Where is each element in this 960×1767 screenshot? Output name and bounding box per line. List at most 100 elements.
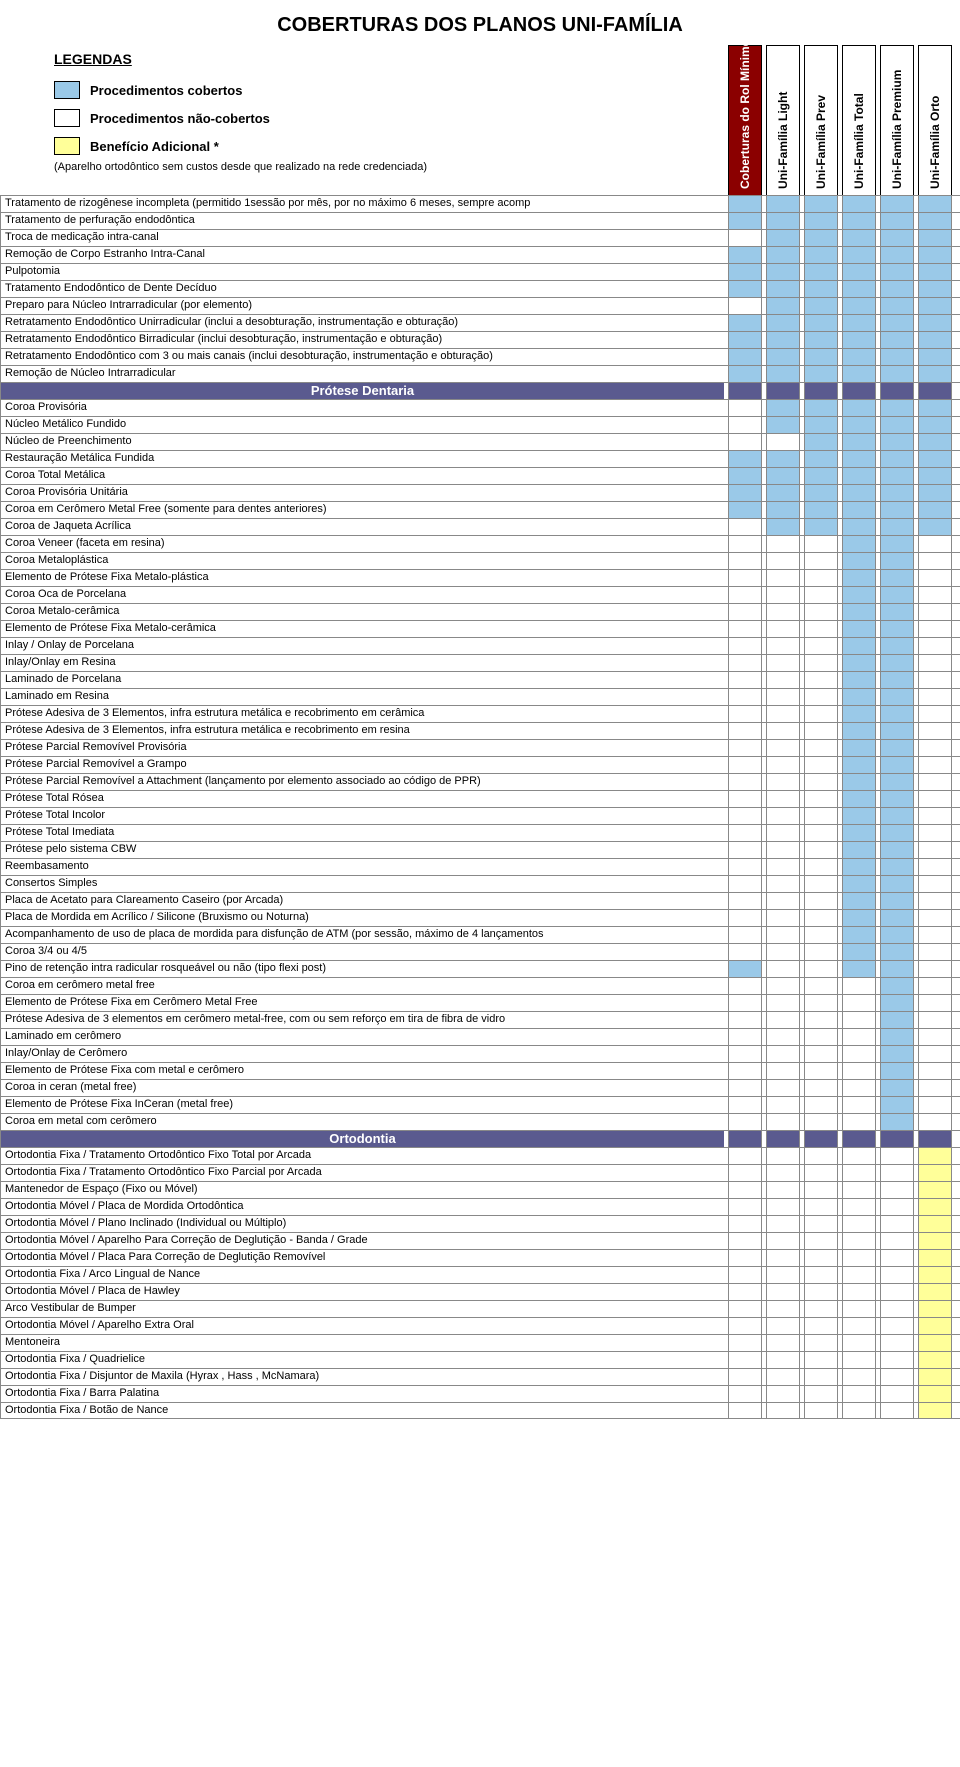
coverage-cell [766,910,800,926]
page-title: COBERTURAS DOS PLANOS UNI-FAMÍLIA [0,0,960,45]
table-row: Coroa em Cerômero Metal Free (somente pa… [0,501,960,518]
coverage-cell [766,1216,800,1232]
table-row: Arco Vestibular de Bumper [0,1300,960,1317]
cells-wrap [724,366,960,382]
coverage-cell [918,604,952,620]
coverage-cell [918,400,952,416]
coverage-cell [842,485,876,501]
coverage-cell [880,1318,914,1334]
cells-wrap [724,876,960,892]
table-row: Remoção de Núcleo Intrarradicular [0,365,960,382]
coverage-cell [728,213,762,229]
row-label: Inlay/Onlay em Resina [0,655,724,671]
page: COBERTURAS DOS PLANOS UNI-FAMÍLIA LEGEND… [0,0,960,1419]
coverage-cell [728,825,762,841]
coverage-cell [918,1080,952,1096]
coverage-cell [804,978,838,994]
coverage-cell [918,842,952,858]
coverage-cell [842,349,876,365]
coverage-cell [842,995,876,1011]
coverage-cell [728,1352,762,1368]
coverage-cell [880,264,914,280]
coverage-cell [842,1029,876,1045]
row-label: Troca de medicação intra-canal [0,230,724,246]
coverage-cell [842,1114,876,1130]
legend-title: LEGENDAS [54,51,724,67]
coverage-cell [728,1046,762,1062]
coverage-cell [766,1182,800,1198]
coverage-cell [728,842,762,858]
coverage-cell [918,1199,952,1215]
row-label: Ortodontia Fixa / Botão de Nance [0,1403,724,1418]
coverage-cell [804,1063,838,1079]
cells-wrap [724,706,960,722]
coverage-cell [728,502,762,518]
coverage-cell [804,468,838,484]
row-label: Coroa Total Metálica [0,468,724,484]
row-label: Placa de Mordida em Acrílico / Silicone … [0,910,724,926]
coverage-cell [766,1165,800,1181]
coverage-cell [728,1063,762,1079]
cells-wrap [724,655,960,671]
coverage-cell [766,366,800,382]
coverage-cell [842,1318,876,1334]
legend-label: Benefício Adicional * [90,139,219,154]
coverage-cell [880,859,914,875]
table-row: Ortodontia Móvel / Aparelho Extra Oral [0,1317,960,1334]
cells-wrap [724,502,960,518]
cells-wrap [724,196,960,212]
coverage-cell [728,1131,762,1147]
coverage-cell [728,349,762,365]
coverage-cell [728,1012,762,1028]
coverage-cell [804,1318,838,1334]
row-label: Ortodontia Móvel / Placa de Hawley [0,1284,724,1300]
cells-wrap [724,1114,960,1130]
coverage-cell [842,247,876,263]
cells-wrap [724,808,960,824]
row-label: Elemento de Prótese Fixa Metalo-plástica [0,570,724,586]
coverage-cell [804,1233,838,1249]
coverage-cell [728,451,762,467]
coverage-cell [766,1403,800,1418]
row-label: Coroa em metal com cerômero [0,1114,724,1130]
table-row: Elemento de Prótese Fixa InCeran (metal … [0,1096,960,1113]
coverage-cell [804,1369,838,1385]
coverage-cell [842,1335,876,1351]
coverage-cell [842,553,876,569]
coverage-cell [842,774,876,790]
table-row: Ortodontia Fixa / Botão de Nance [0,1402,960,1419]
coverage-cell [804,774,838,790]
coverage-cell [728,366,762,382]
table-row: Remoção de Corpo Estranho Intra-Canal [0,246,960,263]
row-label: Mantenedor de Espaço (Fixo ou Móvel) [0,1182,724,1198]
coverage-cell [880,1199,914,1215]
table-row: Elemento de Prótese Fixa em Cerômero Met… [0,994,960,1011]
table-row: Tratamento de rizogênese incompleta (per… [0,195,960,212]
coverage-cell [880,893,914,909]
coverage-cell [842,383,876,399]
coverage-cell [880,570,914,586]
row-label: Prótese Dentaria [0,383,724,399]
coverage-cell [880,1369,914,1385]
coverage-cell [880,689,914,705]
cells-wrap [724,281,960,297]
coverage-cell [880,298,914,314]
cells-wrap [724,213,960,229]
coverage-cell [766,638,800,654]
table-row: Coroa em cerômero metal free [0,977,960,994]
coverage-cell [804,1335,838,1351]
coverage-cell [766,604,800,620]
coverage-cell [842,1267,876,1283]
coverage-cell [880,1267,914,1283]
coverage-cell [842,706,876,722]
coverage-cell [918,1267,952,1283]
coverage-cell [842,468,876,484]
coverage-cell [728,1199,762,1215]
coverage-cell [880,1063,914,1079]
cells-wrap [724,672,960,688]
cells-wrap [724,825,960,841]
coverage-cell [804,1403,838,1418]
table-row: Coroa Provisória [0,399,960,416]
coverage-cell [918,1046,952,1062]
coverage-cell [766,842,800,858]
